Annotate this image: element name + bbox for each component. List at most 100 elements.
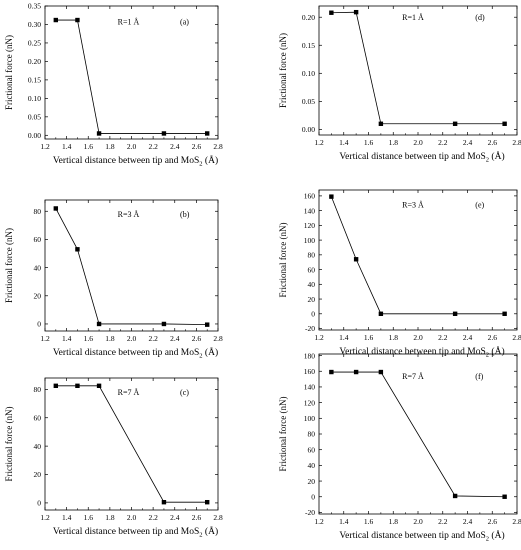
- y-tick-label: 0.30: [28, 20, 41, 29]
- chart-panel: 1.2 1.4 1.6 1.8 2.0 2.2 2.4 2.6 2.8 -20 0 20 40 60 80 1…: [278, 351, 521, 542]
- x-tick-label: 2.8: [512, 333, 521, 342]
- data-point: [502, 311, 507, 316]
- radius-annotation: R=3 Å: [402, 200, 424, 209]
- data-point: [204, 322, 210, 327]
- y-tick-label: 60: [308, 265, 316, 274]
- data-point: [329, 10, 334, 15]
- data-point: [161, 499, 167, 505]
- x-tick-label: 2.6: [488, 333, 498, 342]
- data-point: [53, 383, 59, 389]
- plot-frame: [318, 5, 518, 136]
- data-point: [96, 383, 102, 389]
- series-line: [331, 11, 505, 125]
- x-tick-label: 2.2: [148, 142, 158, 151]
- plot-frame: [318, 189, 518, 331]
- y-tick-label: 100: [304, 414, 316, 423]
- x-tick-label: 2.6: [488, 138, 498, 147]
- x-tick-label: 2.8: [512, 517, 521, 526]
- series-line: [55, 385, 208, 503]
- x-tick-label: 2.2: [148, 334, 158, 343]
- x-tick-label: 1.8: [105, 334, 115, 343]
- x-tick-label: 2.8: [213, 334, 223, 343]
- x-tick-label: 1.8: [105, 513, 115, 522]
- x-tick-label: 1.4: [339, 138, 349, 147]
- x-tick-label: 2.0: [127, 513, 137, 522]
- x-tick-label: 2.8: [213, 142, 223, 151]
- x-axis-label-subscript: 2: [486, 536, 489, 543]
- data-point: [452, 493, 458, 499]
- x-tick-label: 2.0: [127, 142, 137, 151]
- y-tick-label: 0.05: [302, 97, 315, 106]
- x-axis-label: Vertical distance between tip and MoS2 (…: [339, 529, 504, 543]
- x-tick-label: 1.8: [389, 333, 399, 342]
- y-axis-label: Frictional force (nN): [4, 407, 14, 482]
- x-axis-label-subscript: 2: [486, 157, 489, 164]
- x-tick-label: 2.4: [170, 513, 180, 522]
- y-tick-label: 80: [308, 251, 316, 260]
- radius-annotation: R=3 Å: [118, 210, 140, 219]
- x-axis-label: Vertical distance between tip and MoS2 (…: [53, 154, 218, 168]
- panel-label: (c): [180, 388, 189, 397]
- x-tick-label: 1.2: [40, 142, 50, 151]
- x-axis-label: Vertical distance between tip and MoS2 (…: [53, 346, 218, 360]
- x-tick-label: 1.4: [62, 513, 72, 522]
- data-point: [329, 369, 334, 375]
- data-point: [353, 369, 359, 375]
- y-tick-label: 0.20: [28, 57, 41, 66]
- x-tick-label: 2.0: [413, 333, 423, 342]
- x-tick-label: 1.4: [339, 333, 349, 342]
- x-axis-label-main: Vertical distance between tip and MoS: [53, 348, 199, 358]
- y-tick-label: 20: [34, 291, 42, 300]
- x-tick-label: 2.0: [127, 334, 137, 343]
- x-axis-label: Vertical distance between tip and MoS2 (…: [53, 525, 218, 539]
- y-tick-label: 60: [308, 445, 316, 454]
- x-tick-label: 1.6: [84, 334, 94, 343]
- y-tick-label: 140: [304, 383, 316, 392]
- x-axis-label-unit: (Å): [203, 525, 219, 537]
- y-tick-label: 0.10: [28, 94, 41, 103]
- y-tick-label: 40: [34, 442, 42, 451]
- y-tick-label: 0.25: [28, 39, 41, 48]
- y-tick-label: 160: [304, 192, 316, 201]
- x-tick-label: 1.8: [389, 517, 399, 526]
- x-axis-label-subscript: 2: [199, 161, 202, 168]
- data-point: [75, 17, 80, 23]
- y-tick-label: 120: [304, 221, 316, 230]
- data-point: [161, 131, 167, 136]
- y-tick-label: 0: [37, 499, 41, 508]
- y-tick-label: 80: [308, 430, 316, 439]
- plot-frame: [44, 199, 219, 332]
- data-point: [53, 206, 59, 211]
- data-point: [75, 383, 80, 389]
- panel-label: (e): [475, 200, 484, 209]
- y-tick-label: 60: [34, 235, 42, 244]
- x-tick-label: 2.4: [170, 334, 180, 343]
- x-tick-label: 1.8: [389, 138, 399, 147]
- x-tick-label: 1.4: [62, 142, 72, 151]
- data-point: [378, 311, 384, 316]
- x-axis-label-subscript: 2: [199, 353, 202, 360]
- x-tick-label: 1.2: [40, 513, 50, 522]
- x-axis-label-unit: (Å): [489, 150, 505, 162]
- y-tick-label: 60: [34, 413, 42, 422]
- y-tick-label: 0.00: [28, 131, 41, 140]
- data-point: [353, 257, 359, 262]
- y-tick-label: 0: [311, 492, 315, 501]
- x-axis-label: Vertical distance between tip and MoS2 (…: [339, 345, 504, 359]
- x-tick-label: 2.4: [463, 138, 473, 147]
- y-tick-label: 0.35: [28, 2, 41, 11]
- series-line: [331, 371, 505, 498]
- radius-annotation: R=7 Å: [402, 372, 424, 381]
- y-tick-label: 40: [308, 280, 316, 289]
- x-tick-label: 2.6: [192, 513, 202, 522]
- x-tick-label: 2.2: [438, 138, 448, 147]
- x-tick-label: 2.0: [413, 138, 423, 147]
- x-tick-label: 1.4: [339, 517, 349, 526]
- data-point: [161, 321, 167, 327]
- data-point: [452, 121, 458, 126]
- radius-annotation: R=1 Å: [118, 17, 140, 26]
- chart-panel: 1.2 1.4 1.6 1.8 2.0 2.2 2.4 2.6 2.8 -20 0 20 40 60 80 1…: [278, 189, 521, 359]
- data-point: [502, 121, 507, 126]
- y-tick-label: 140: [304, 206, 316, 215]
- x-tick-label: 2.2: [438, 517, 448, 526]
